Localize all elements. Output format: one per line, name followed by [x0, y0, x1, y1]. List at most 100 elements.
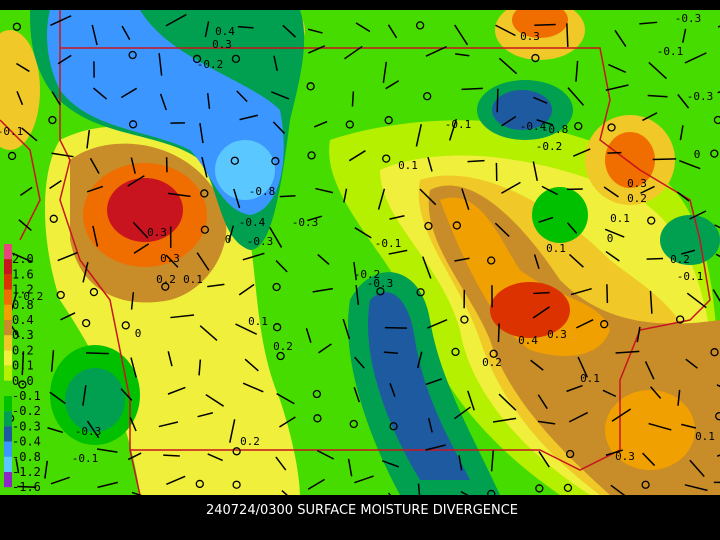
wind-barb [121, 25, 131, 40]
wind-barb [233, 188, 241, 209]
calm-marker [641, 480, 650, 489]
wind-barb [677, 94, 690, 109]
wind-barb [50, 476, 70, 485]
wind-barb [347, 458, 353, 477]
wind-barb [275, 260, 288, 273]
wind-barb [490, 450, 495, 472]
wind-barb [315, 187, 334, 194]
wind-barb [682, 28, 687, 43]
legend-swatch [4, 259, 12, 275]
wind-barb [307, 28, 323, 34]
calm-marker [49, 214, 58, 223]
wind-barb [388, 249, 408, 255]
calm-marker [376, 287, 385, 296]
wind-barb [132, 221, 149, 239]
contour-label: -0.1 [445, 118, 472, 131]
wind-barb [568, 411, 589, 423]
calm-marker [574, 121, 583, 131]
wind-barb [167, 351, 173, 367]
wind-barb [273, 55, 278, 71]
wind-barb [679, 159, 701, 170]
wind-barb [92, 87, 108, 100]
legend-label: 1.6 [12, 267, 34, 281]
contour-label: -0.3 [367, 277, 394, 290]
caption: 240724/0300 SURFACE MOISTURE DIVERGENCE [206, 503, 518, 518]
calm-marker [271, 156, 280, 166]
wind-barb [425, 444, 446, 451]
wind-barb [50, 350, 55, 372]
wind-barb [51, 152, 74, 158]
calm-marker [715, 412, 720, 421]
contour-label: -0.3 [75, 425, 102, 438]
wind-barb [49, 391, 66, 405]
wind-barb [130, 157, 136, 174]
calm-marker [232, 480, 241, 489]
wind-barb [16, 91, 24, 106]
wind-barb [689, 210, 707, 220]
legend-swatch [4, 441, 12, 457]
wind-barb [461, 87, 483, 91]
legend-label: 0.3 [12, 328, 34, 342]
wind-barb [492, 417, 517, 423]
wind-barb [538, 451, 550, 468]
wind-barb [606, 284, 609, 304]
wind-barb [312, 287, 333, 293]
legend-swatch [4, 335, 12, 351]
wind-barb [199, 325, 218, 342]
contour-label: -0.3 [292, 216, 319, 229]
wind-barb [604, 228, 625, 238]
calm-marker [647, 216, 656, 225]
contour-label: 0.4 [518, 334, 538, 347]
wind-barb [199, 123, 204, 144]
wind-barb [305, 328, 312, 343]
legend-label: -0.8 [12, 450, 41, 464]
calm-marker [384, 116, 393, 125]
wind-barb [636, 326, 641, 343]
calm-marker [276, 351, 285, 361]
wind-barb [269, 227, 283, 248]
field-area [215, 140, 275, 200]
calm-marker [710, 348, 719, 357]
contour-label: 0.1 [695, 430, 715, 443]
calm-marker [531, 53, 540, 63]
contour-label: -0.1 [0, 125, 23, 138]
wind-barb [605, 449, 624, 456]
contour-label: 0.3 [547, 328, 567, 341]
contour-label: 0.2 [482, 356, 502, 369]
wind-barb [272, 121, 286, 135]
field-area [512, 10, 568, 38]
legend-label: 2.0 [12, 252, 34, 266]
contour-label: 0.2 [627, 192, 647, 205]
calm-marker [306, 82, 315, 91]
wind-barb [417, 483, 421, 495]
calm-marker [713, 115, 720, 125]
wind-barb [639, 21, 658, 25]
field-area [532, 187, 588, 243]
contour-label: -0.3 [675, 12, 702, 25]
wind-barb [611, 408, 632, 422]
calm-marker [487, 256, 496, 265]
wind-barb [131, 491, 143, 495]
calm-marker [200, 189, 209, 198]
legend-swatch [4, 380, 12, 396]
calm-marker [128, 50, 137, 60]
wind-barb [642, 452, 656, 467]
wind-barb [566, 222, 578, 234]
legend-label: -0.1 [12, 389, 41, 403]
wind-barb [20, 186, 33, 197]
wind-barb [602, 389, 617, 398]
legend-swatch [4, 426, 12, 442]
wind-barb [652, 158, 677, 161]
wind-barb [533, 291, 550, 295]
field: 0.40.3-0.20.3-0.1-0.3-0.3-0.1 -0.4-0.8-0.… [0, 10, 720, 495]
wind-barb [228, 225, 235, 242]
calm-marker [710, 149, 719, 158]
wind-barb [15, 458, 20, 474]
wind-barb [681, 423, 697, 429]
legend-label: 0.0 [12, 374, 34, 388]
wind-barb [348, 150, 366, 162]
calm-marker [423, 92, 432, 101]
wind-barb [530, 359, 544, 371]
contour-label: -0.1 [657, 45, 684, 58]
